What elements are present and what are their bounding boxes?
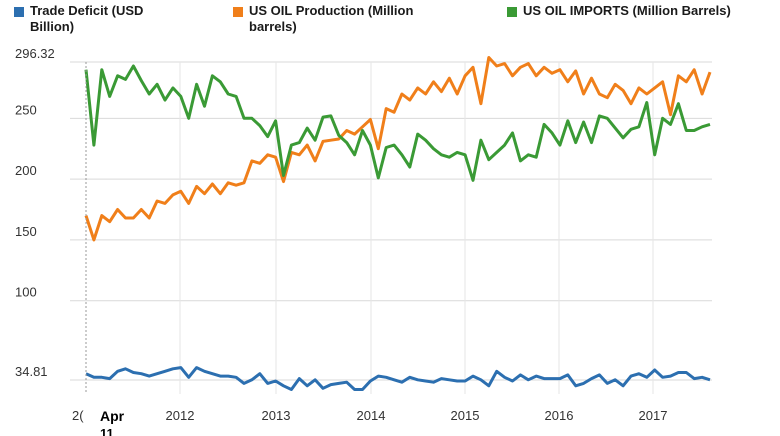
cursor-day-label: 11 xyxy=(100,426,114,436)
series-line-0[interactable] xyxy=(85,366,711,391)
x-tick-label: 2017 xyxy=(639,408,668,423)
x-tick-label: 2012 xyxy=(166,408,195,423)
x-tick-label-partial: 2( xyxy=(72,408,84,423)
series-line-1[interactable] xyxy=(84,56,712,242)
y-tick-label: 200 xyxy=(15,163,37,178)
legend-swatch-trade-deficit xyxy=(14,7,24,17)
grid-lines xyxy=(70,61,712,394)
x-tick-label: 2013 xyxy=(262,408,291,423)
legend-swatch-oil-imports xyxy=(507,7,517,17)
legend-label-trade-deficit: Trade Deficit (USD Billion) xyxy=(30,3,144,34)
legend-label-oil-imports: US OIL IMPORTS (Million Barrels) xyxy=(523,3,731,18)
x-tick-label: 2016 xyxy=(545,408,574,423)
x-tick-labels: 2012 2013 2014 2015 2016 2017 2( Apr 11 xyxy=(72,408,667,436)
x-tick-label: 2015 xyxy=(451,408,480,423)
y-tick-labels: 34.81 100 150 200 250 296.32 xyxy=(15,46,55,379)
legend-swatch-oil-production xyxy=(233,7,243,17)
y-tick-label: 250 xyxy=(15,102,37,117)
legend-label-oil-production: US OIL Production (Million barrels) xyxy=(249,3,414,34)
x-tick-label: 2014 xyxy=(357,408,386,423)
series-line-2[interactable] xyxy=(84,64,711,182)
y-tick-label: 100 xyxy=(15,285,37,300)
y-tick-label: 150 xyxy=(15,224,37,239)
cursor-month-label: Apr xyxy=(100,408,125,424)
y-tick-label: 34.81 xyxy=(15,364,48,379)
y-tick-label: 296.32 xyxy=(15,46,55,61)
series-lines xyxy=(84,56,712,391)
